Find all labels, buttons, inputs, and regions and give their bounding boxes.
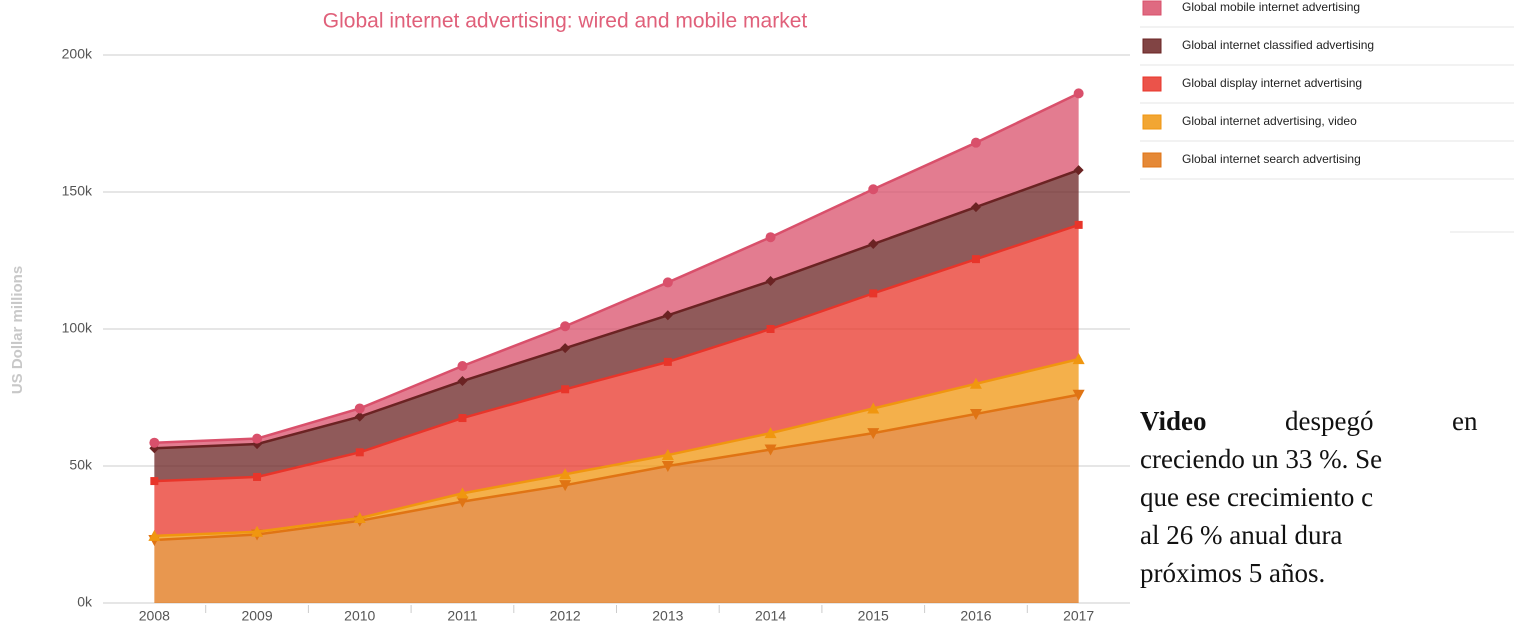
marker: [867, 428, 880, 440]
marker: [1072, 389, 1085, 401]
x-tick-label: 2015: [858, 608, 889, 624]
y-tick-label: 150k: [62, 183, 93, 199]
marker: [971, 255, 980, 264]
x-tick-label: 2013: [652, 608, 683, 624]
marker: [765, 276, 776, 287]
marker: [457, 360, 468, 371]
y-tick-label: 200k: [62, 46, 93, 62]
marker: [354, 403, 365, 414]
chart-title: Global internet advertising: wired and m…: [323, 10, 808, 33]
legend-swatch: [1142, 114, 1162, 130]
marker: [559, 468, 572, 480]
marker: [559, 480, 572, 492]
marker: [355, 448, 364, 457]
x-tick-label: 2008: [139, 608, 170, 624]
marker: [765, 232, 776, 243]
legend-label: Global internet classified advertising: [1182, 38, 1374, 52]
marker: [1074, 220, 1083, 229]
area: [154, 170, 1079, 482]
annotation-text: al 26 % anual dura: [1140, 520, 1342, 550]
annotation-text: en: [1452, 406, 1478, 436]
marker: [764, 427, 777, 439]
marker: [354, 411, 365, 422]
marker: [457, 376, 468, 387]
marker: [353, 512, 366, 524]
marker: [970, 137, 981, 148]
annotation-text: que ese crecimiento c: [1140, 482, 1373, 512]
marker: [252, 433, 263, 444]
marker: [1072, 353, 1085, 365]
marker: [766, 325, 775, 333]
marker: [662, 277, 673, 288]
line: [154, 223, 1080, 483]
marker: [253, 472, 262, 481]
legend-label: Global display internet advertising: [1182, 76, 1362, 90]
legend-swatch: [1142, 152, 1162, 168]
x-tick-label: 2010: [344, 608, 375, 624]
x-tick-label: 2016: [960, 608, 991, 624]
marker: [663, 357, 672, 366]
y-axis-label: US Dollar millions: [9, 266, 26, 394]
marker: [251, 525, 264, 537]
marker: [661, 449, 674, 461]
marker: [868, 239, 879, 250]
legend-swatch: [1142, 38, 1162, 54]
x-tick-label: 2011: [447, 608, 477, 624]
legend-label: Global internet advertising, video: [1182, 114, 1357, 128]
marker: [561, 385, 570, 394]
marker: [662, 310, 673, 321]
marker: [560, 321, 571, 332]
x-tick-label: 2014: [755, 608, 786, 624]
marker: [458, 414, 467, 423]
line: [154, 92, 1080, 444]
marker: [661, 461, 674, 472]
line: [154, 357, 1079, 538]
marker: [868, 184, 879, 195]
annotation: Video despegó en creciendo un 33 %. Se qu…: [1140, 406, 1478, 588]
legend-label: Global mobile internet advertising: [1182, 0, 1360, 14]
y-tick-label: 50k: [69, 457, 93, 473]
marker: [148, 529, 161, 541]
legend-swatch: [1142, 0, 1162, 16]
marker: [970, 202, 981, 213]
annotation-text: creciendo un 33 %. Se: [1140, 444, 1382, 474]
line: [154, 168, 1080, 450]
marker: [456, 496, 469, 508]
annotation-text: próximos 5 años.: [1140, 558, 1325, 588]
marker: [560, 343, 571, 354]
x-tick-label: 2017: [1063, 608, 1094, 624]
line: [154, 393, 1079, 542]
marker: [1073, 165, 1084, 176]
legend-label: Global internet search advertising: [1182, 152, 1361, 166]
marker: [969, 377, 982, 389]
marker: [969, 408, 982, 420]
marker: [764, 444, 777, 456]
marker: [869, 289, 878, 298]
legend-swatch: [1142, 76, 1162, 92]
marker: [149, 437, 160, 448]
area: [154, 394, 1079, 603]
marker: [1073, 88, 1084, 99]
marker: [456, 487, 469, 499]
y-tick-label: 0k: [77, 594, 93, 610]
y-tick-label: 100k: [62, 320, 93, 336]
marker: [150, 477, 159, 486]
annotation-text: despegó: [1285, 406, 1373, 436]
marker: [867, 402, 880, 414]
x-tick-label: 2012: [550, 608, 581, 624]
x-tick-label: 2009: [241, 608, 272, 624]
annotation-lead: Video: [1140, 406, 1207, 436]
